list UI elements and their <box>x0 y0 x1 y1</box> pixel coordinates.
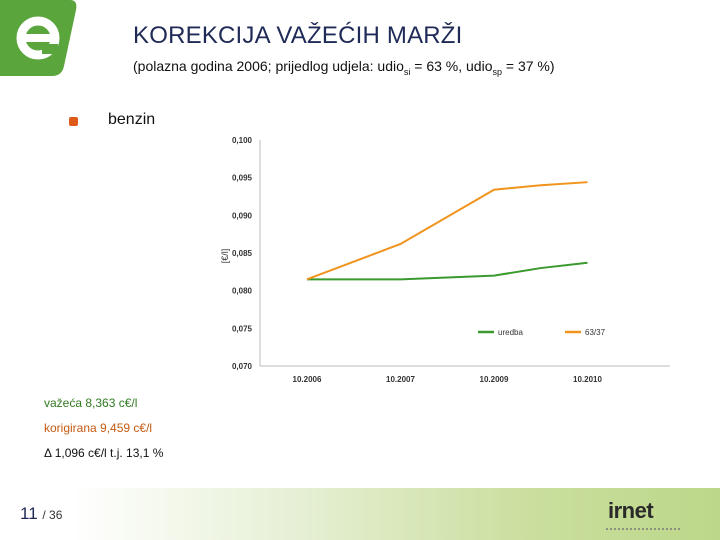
series-line-uredba <box>307 263 588 280</box>
note-corrected: korigirana 9,459 c€/l <box>44 421 152 435</box>
margin-line-chart: [€/l] 0,100 0,095 0,090 0,085 0,080 0,075 0,07… <box>210 128 680 390</box>
y-tick-label: 0,080 <box>232 287 253 296</box>
e-logo <box>0 0 80 78</box>
x-tick-label: 10.2006 <box>293 375 322 384</box>
x-tick-label: 10.2009 <box>480 375 509 384</box>
irnet-logo: irnet <box>602 496 692 536</box>
bullet-label: benzin <box>108 111 155 129</box>
bullet-marker <box>69 117 78 126</box>
y-tick-label: 0,085 <box>232 249 253 258</box>
x-tick-label: 10.2010 <box>573 375 602 384</box>
series-line-63-37 <box>307 182 588 279</box>
y-axis-label: [€/l] <box>220 249 230 264</box>
note-current: važeća 8,363 c€/l <box>44 396 137 410</box>
y-tick-label: 0,075 <box>232 324 253 333</box>
page-number: 11 / 36 <box>20 504 62 524</box>
page-subtitle: (polazna godina 2006; prijedlog udjela: … <box>133 58 555 77</box>
y-tick-label: 0,090 <box>232 211 253 220</box>
page-title: KOREKCIJA VAŽEĆIH MARŽI <box>133 22 463 50</box>
y-tick-label: 0,100 <box>232 136 253 145</box>
y-tick-label: 0,095 <box>232 174 253 183</box>
x-tick-label: 10.2007 <box>386 375 415 384</box>
legend-label: uredba <box>498 328 523 337</box>
legend-label: 63/37 <box>585 328 606 337</box>
y-tick-label: 0,070 <box>232 362 253 371</box>
note-delta: Δ 1,096 c€/l t.j. 13,1 % <box>44 446 163 460</box>
brand-wordmark: irnet <box>608 498 654 523</box>
